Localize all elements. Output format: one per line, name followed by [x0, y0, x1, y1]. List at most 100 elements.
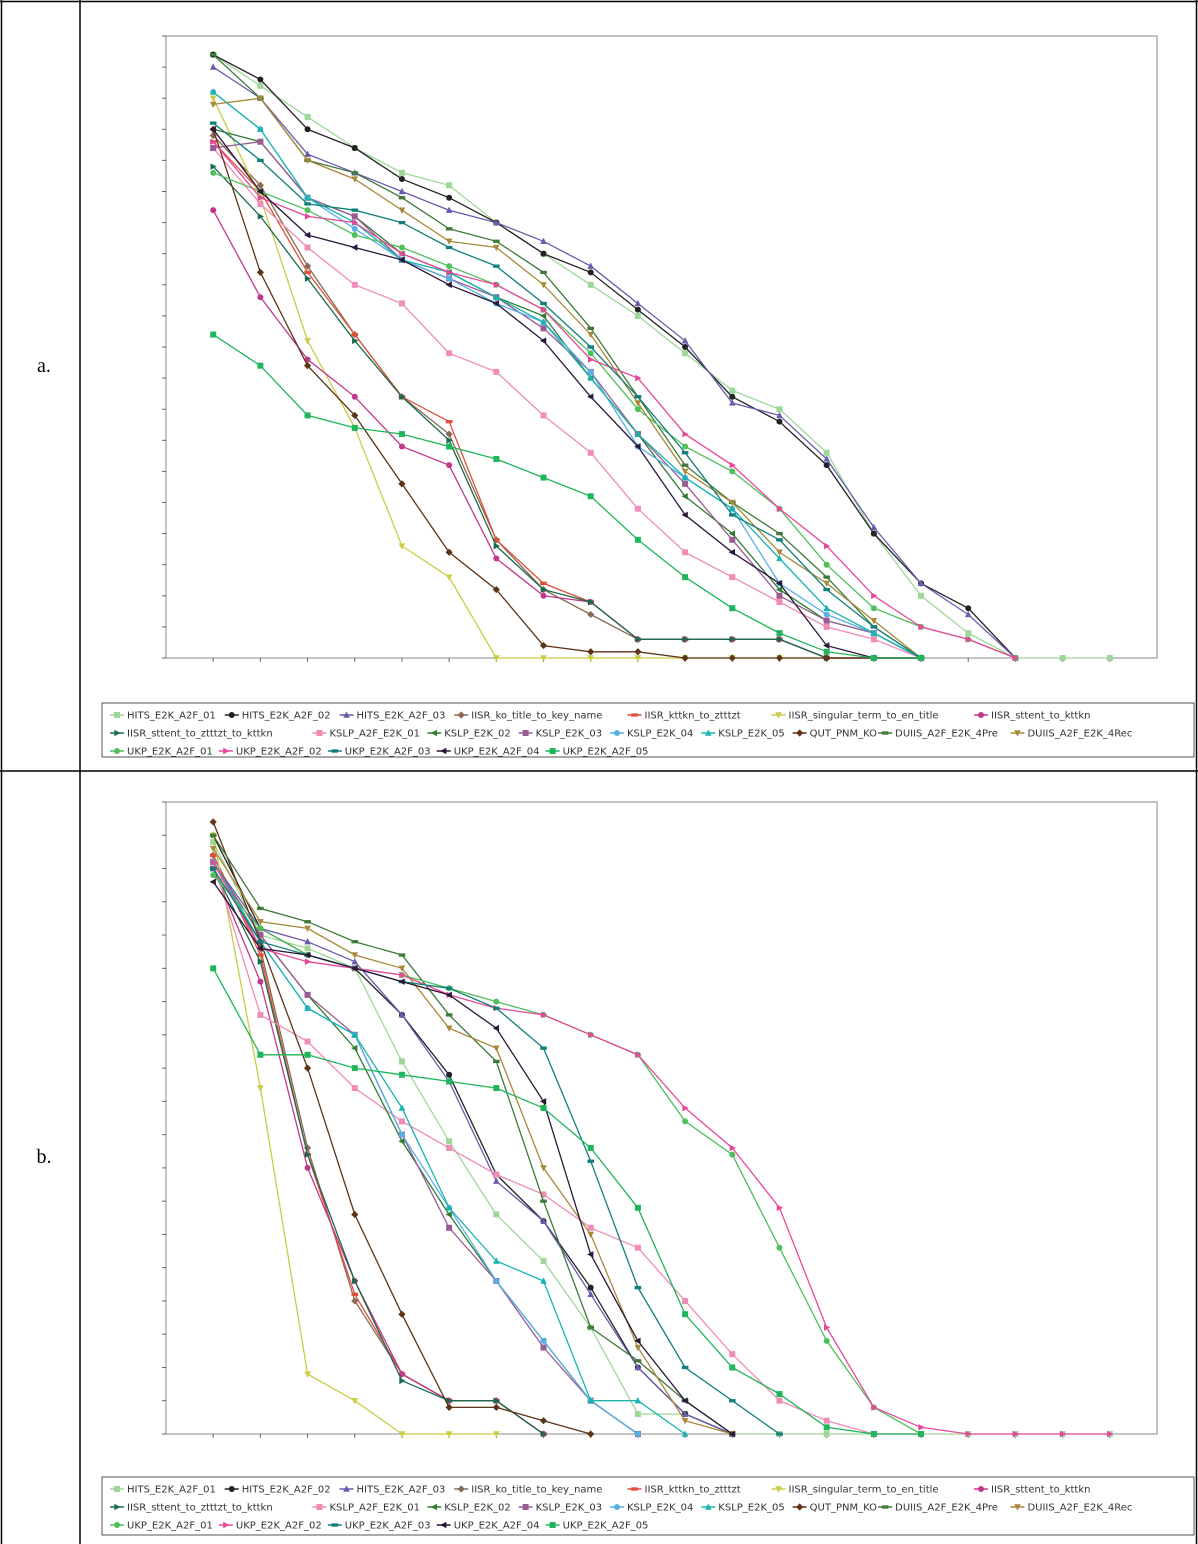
data-point	[681, 654, 689, 662]
legend-label: DUIIS_A2F_E2K_4Rec	[1027, 729, 1132, 740]
data-point	[729, 636, 736, 643]
data-point	[681, 463, 689, 467]
data-point	[257, 932, 264, 939]
series-line	[212, 861, 1110, 1435]
data-point	[446, 1071, 453, 1078]
legend-marker	[978, 712, 984, 718]
data-point	[304, 194, 311, 201]
data-point	[257, 82, 264, 89]
data-point	[209, 121, 217, 125]
data-point	[776, 538, 783, 542]
data-point	[209, 853, 217, 857]
data-point	[445, 1025, 453, 1032]
data-point	[587, 345, 595, 349]
data-point	[257, 953, 264, 957]
data-point	[634, 1337, 641, 1345]
data-point	[823, 1324, 831, 1331]
data-point	[635, 374, 642, 382]
data-point	[257, 1011, 264, 1018]
legend-label: UKP_E2K_A2F_04	[454, 747, 540, 758]
data-point	[540, 1011, 548, 1019]
legend-label: IISR_sttent_to_kttkn	[991, 1485, 1090, 1496]
data-point	[446, 263, 453, 270]
data-point	[304, 113, 311, 120]
legend-marker	[114, 1486, 120, 1492]
data-point	[539, 312, 547, 320]
data-point	[493, 244, 500, 252]
data-point	[540, 581, 547, 586]
data-point	[587, 393, 594, 401]
data-point	[823, 561, 830, 568]
legend-label: KSLP_E2K_02	[444, 1503, 510, 1514]
data-point	[304, 356, 311, 363]
data-point	[823, 462, 830, 469]
data-point	[398, 965, 406, 972]
data-point	[587, 368, 594, 375]
data-point	[351, 332, 359, 337]
data-point	[965, 1430, 972, 1438]
data-point	[493, 281, 500, 289]
data-point	[399, 250, 406, 257]
data-point	[870, 617, 878, 625]
series-ukp-e2k-a2f-05	[210, 965, 925, 1437]
legend-label: UKP_E2K_A2F_01	[127, 747, 213, 758]
legend-label: KSLP_E2K_05	[718, 729, 784, 740]
data-point	[446, 1397, 453, 1405]
data-point	[729, 605, 736, 612]
data-point	[540, 1199, 547, 1203]
data-point	[870, 625, 878, 629]
data-point	[256, 268, 264, 276]
data-point	[775, 580, 783, 587]
data-point	[445, 1403, 453, 1411]
data-point	[351, 208, 359, 212]
data-point	[729, 536, 736, 543]
data-point	[398, 176, 405, 183]
legend-label: KSLP_A2F_E2K_01	[330, 1503, 420, 1514]
series-hits-e2k-a2f-03	[209, 858, 736, 1437]
data-point	[540, 1105, 547, 1112]
data-point	[446, 1144, 453, 1151]
data-point	[918, 592, 925, 599]
data-point	[587, 1231, 595, 1239]
data-point	[918, 1424, 925, 1431]
legend-marker	[228, 1486, 235, 1492]
data-point	[445, 1211, 452, 1218]
data-point	[351, 958, 359, 965]
series-line	[212, 172, 1016, 659]
data-point	[776, 554, 783, 562]
legend-marker	[228, 712, 235, 718]
legend-label: KSLP_E2K_02	[444, 729, 510, 740]
data-point	[256, 188, 264, 195]
data-point	[398, 953, 406, 957]
data-point	[918, 655, 925, 661]
data-point	[492, 300, 500, 307]
data-point	[776, 1397, 783, 1404]
data-point	[681, 474, 689, 481]
data-point	[398, 1071, 405, 1078]
data-point	[682, 344, 689, 350]
data-point	[681, 1430, 689, 1437]
legend-marker	[114, 712, 120, 718]
data-point	[682, 430, 689, 438]
data-point	[493, 293, 500, 300]
data-point	[776, 1244, 783, 1251]
data-point	[209, 833, 217, 837]
data-point	[540, 306, 548, 313]
data-point	[823, 449, 830, 456]
legend-marker	[223, 1521, 230, 1529]
data-point	[398, 1104, 406, 1111]
data-point	[398, 220, 406, 225]
legend-label: UKP_E2K_A2F_05	[563, 747, 649, 758]
data-point	[493, 239, 500, 243]
legend-label: HITS_E2K_A2F_01	[127, 711, 216, 722]
legend-marker	[223, 747, 230, 755]
legend-label: UKP_E2K_A2F_03	[345, 747, 431, 758]
legend-marker	[796, 729, 804, 737]
data-point	[492, 585, 500, 594]
data-point	[776, 630, 783, 637]
series-line	[212, 141, 1016, 659]
data-point	[681, 1417, 689, 1425]
data-point	[210, 138, 217, 146]
data-point	[823, 1417, 830, 1424]
data-point	[823, 580, 830, 587]
